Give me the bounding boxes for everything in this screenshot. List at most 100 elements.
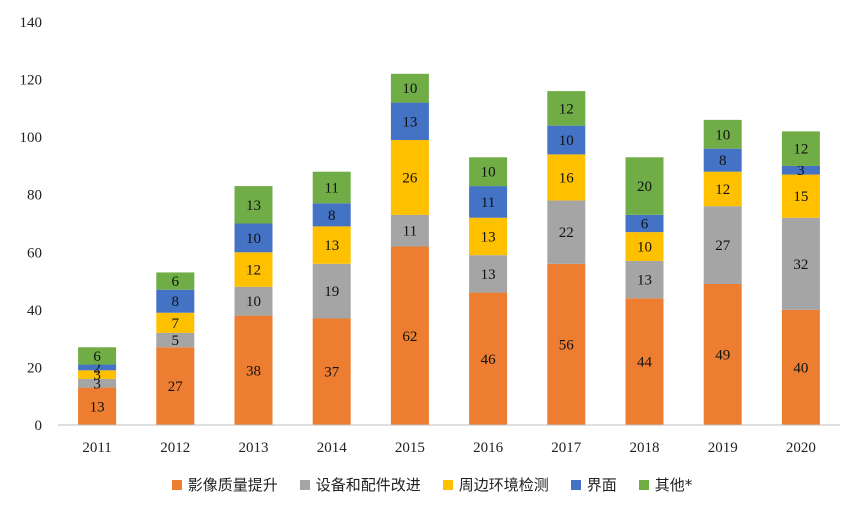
bar-segment [469,255,508,293]
legend-swatch [570,479,581,490]
data-label: 12 [559,101,574,117]
legend-label: 周边环境检测 [458,476,549,494]
bar-segment [234,252,273,287]
bar-segment [703,148,742,172]
data-label: 49 [715,347,730,363]
data-label: 3 [93,368,101,384]
legend-item: 其他* [638,474,692,495]
bar-segment [781,131,820,166]
data-label: 13 [637,273,652,289]
data-label: 10 [402,81,417,97]
bar-segment [625,232,664,261]
y-tick-label: 20 [27,360,42,376]
data-label: 46 [481,352,497,368]
bar-segment [469,186,508,218]
x-tick-label: 2014 [317,440,348,456]
data-label: 12 [715,182,730,198]
bar-segment [781,309,820,425]
data-label: 11 [403,224,417,240]
y-tick-label: 80 [27,188,42,204]
data-label: 19 [324,284,339,300]
x-tick-label: 2012 [160,440,190,456]
data-label: 32 [793,257,808,273]
bar-segment [625,214,664,233]
bar-segment [625,260,664,299]
legend-swatch [299,479,310,490]
data-label: 27 [715,238,731,254]
bar-segment [312,203,351,227]
x-tick-label: 2017 [551,440,582,456]
data-label: 22 [559,225,574,241]
x-tick-label: 2018 [630,440,660,456]
data-label: 12 [793,142,808,158]
data-label: 2 [93,360,101,376]
data-label: 3 [93,376,101,392]
data-label: 6 [641,217,649,233]
data-label: 8 [172,294,180,310]
data-label: 40 [793,360,808,376]
data-label: 13 [402,114,417,130]
y-tick-label: 120 [20,73,43,89]
data-label: 10 [246,231,261,247]
data-label: 13 [481,267,496,283]
bar-segment [312,263,351,319]
bar-segment [312,318,351,425]
data-label: 13 [324,238,339,254]
bar-segment [78,370,117,379]
legend-item: 影像质量提升 [171,474,278,495]
legend-label: 界面 [586,476,617,494]
y-tick-label: 60 [27,245,42,261]
bar-segment [469,217,508,256]
data-label: 13 [481,229,496,245]
bar-segment [312,226,351,264]
bar-segment [781,165,820,175]
bar-segment [234,286,273,316]
bar-segment [156,272,195,290]
data-label: 6 [172,274,180,290]
y-tick-label: 140 [20,15,43,31]
data-label: 10 [715,127,730,143]
data-label: 10 [637,240,652,256]
bar-segment [703,283,742,425]
data-label: 20 [637,179,652,195]
data-label: 15 [793,189,808,205]
legend-item: 周边环境检测 [442,474,549,495]
bar-segment [390,102,429,141]
data-label: 10 [559,133,574,149]
data-label: 37 [324,365,340,381]
data-label: 56 [559,337,575,353]
legend-swatch [442,479,453,490]
data-label: 10 [481,165,496,181]
data-label: 27 [168,379,184,395]
bar-segment [781,217,820,310]
bar-segment [156,312,195,333]
data-label: 16 [559,170,575,186]
bar-segment [78,364,117,371]
data-label: 13 [90,399,105,415]
data-label: 11 [481,195,495,211]
legend: 影像质量提升 设备和配件改进 周边环境检测 界面 其他* [0,474,864,495]
data-label: 10 [246,294,261,310]
bar-segment [234,315,273,425]
legend-item: 设备和配件改进 [299,474,421,495]
legend-swatch [638,479,649,490]
x-tick-label: 2011 [82,440,111,456]
data-label: 3 [797,163,805,179]
data-label: 6 [93,349,101,365]
data-label: 13 [246,198,261,214]
bar-segment [156,347,195,425]
data-label: 5 [172,333,180,349]
x-axis: 2011 2012 2013 2014 2015 2016 2017 2018 2019 2020 [82,440,816,456]
legend-item: 界面 [570,474,617,495]
bar-segment [390,73,429,103]
bar-segment [703,119,742,149]
bar-segment [312,171,351,204]
bar-segment [625,298,664,425]
data-label: 12 [246,263,261,279]
y-axis: 0 20 40 60 80 100 120 140 [20,15,43,434]
x-tick-label: 2020 [786,440,816,456]
bar-segment [234,223,273,253]
bar-segment [547,200,586,264]
bar-segment [703,171,742,207]
